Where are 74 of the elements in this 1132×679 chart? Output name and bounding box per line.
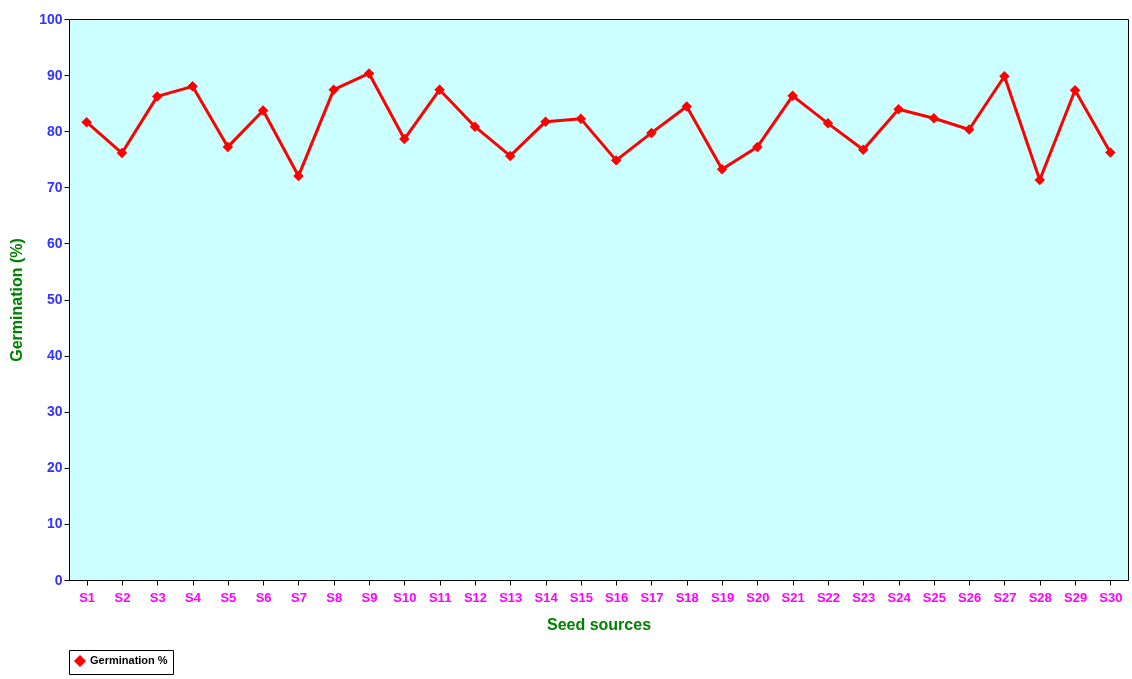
x-tick-label: S15	[569, 589, 593, 605]
point	[434, 84, 445, 95]
point	[575, 113, 587, 125]
y-tick-label: 40	[46, 347, 63, 364]
x-tick-label: S14	[534, 589, 559, 605]
x-tick-label: S12	[463, 589, 488, 605]
x-tick-label: S17	[640, 589, 664, 605]
x-tick-label: S25	[922, 589, 946, 605]
point	[610, 155, 622, 166]
point	[469, 121, 481, 132]
x-tick-label: S21	[781, 589, 805, 605]
y-tick-label: 100	[39, 10, 63, 27]
x-tick-label: S24	[887, 589, 912, 605]
point	[1105, 147, 1116, 158]
y-tick-label: 70	[46, 178, 63, 195]
point	[681, 101, 692, 112]
x-tick-label: S3	[149, 589, 166, 605]
point	[646, 127, 657, 139]
x-tick-label: S4	[185, 589, 202, 605]
point	[328, 84, 339, 95]
point	[822, 118, 834, 129]
point	[187, 81, 198, 92]
point	[399, 133, 410, 145]
point	[152, 91, 163, 102]
x-tick-label: S28	[1028, 589, 1052, 605]
y-tick-label: 90	[46, 66, 63, 83]
x-tick-label: S10	[393, 589, 417, 605]
x-tick-label: S23	[852, 589, 876, 605]
point	[858, 144, 869, 155]
y-tick-label: 50	[46, 291, 63, 307]
point	[222, 141, 234, 153]
x-tick-label: S16	[605, 589, 629, 605]
x-tick-label: S8	[326, 589, 343, 605]
x-axis-title: Seed sources	[546, 615, 652, 633]
point	[363, 68, 375, 79]
x-tick-label: S11	[428, 589, 452, 605]
y-axis-title: Germination (%)	[8, 238, 26, 362]
point	[257, 105, 269, 116]
x-tick-label: S22	[816, 589, 841, 605]
x-tick-label: S5	[220, 589, 237, 605]
x-tick-label: S6	[255, 589, 272, 605]
x-tick-label: S20	[746, 589, 770, 605]
legend-label: Germination %	[90, 654, 168, 666]
point	[505, 150, 516, 162]
point	[928, 113, 940, 124]
point	[787, 90, 798, 102]
point	[116, 147, 128, 159]
x-tick-label: S7	[291, 589, 307, 605]
y-tick-label: 60	[46, 234, 63, 251]
y-tick-label: 20	[46, 459, 63, 476]
point	[893, 104, 904, 115]
x-tick-label: S1	[79, 589, 96, 605]
point	[1034, 174, 1045, 186]
x-tick-label: S19	[710, 589, 735, 605]
y-tick-label: 80	[46, 122, 63, 139]
point	[540, 116, 551, 127]
y-tick-label: 30	[46, 403, 63, 420]
point	[999, 70, 1010, 82]
point	[293, 170, 304, 182]
x-tick-label: S18	[675, 589, 699, 605]
point	[1069, 85, 1081, 96]
y-tick-label: 0	[54, 571, 63, 588]
x-tick-label: S9	[361, 589, 378, 605]
x-tick-label: S26	[958, 589, 982, 605]
x-tick-label: S13	[499, 589, 523, 605]
x-tick-label: S2	[114, 589, 131, 605]
x-tick-label: S30	[1099, 589, 1123, 605]
point	[81, 116, 92, 128]
x-tick-label: S27	[993, 589, 1017, 605]
y-tick-label: 10	[46, 515, 63, 532]
point	[963, 124, 975, 135]
point	[716, 164, 728, 175]
point	[752, 141, 763, 153]
x-tick-label: S29	[1063, 589, 1088, 605]
